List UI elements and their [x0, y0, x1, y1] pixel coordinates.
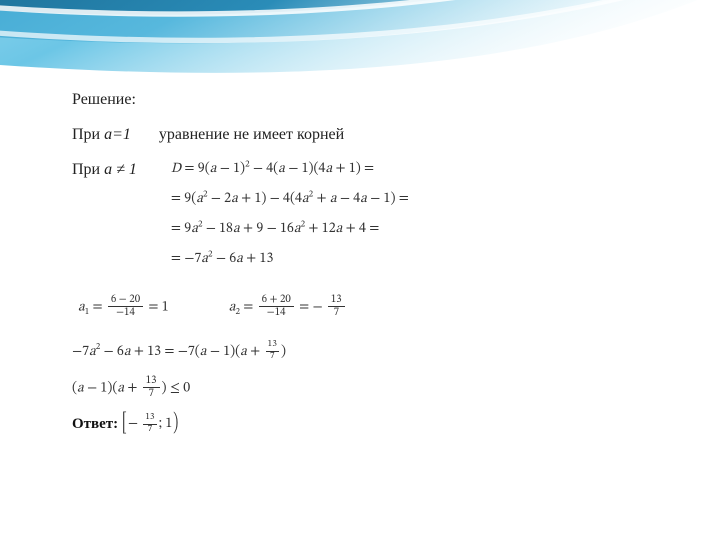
- inequality-line: (a − 1)(a + 13 7 ) ≤ 0: [72, 375, 680, 401]
- case-a-not-1: При а ≠ 1: [72, 160, 137, 181]
- roots-row: a1 = 6 − 20 −14 = 1 a2 = 6 + 20 −14 = − …: [78, 294, 680, 320]
- answer-interval: [− 13 7 ; 1): [122, 417, 178, 431]
- disc-line-3: = 9a2 − 18a + 9 − 16a2 + 12a + 4 =: [171, 220, 409, 238]
- root-a2: a2 = 6 + 20 −14 = − 13 7: [229, 294, 347, 320]
- answer-line: Ответ: [− 13 7 ; 1): [72, 413, 680, 436]
- content-area: Решение: При а=1 уравнение не имеет корн…: [72, 90, 680, 451]
- case-a-not-1-row: При а ≠ 1 D = 9(a − 1)2 − 4(a − 1)(4a + …: [72, 160, 680, 280]
- disc-line-2: = 9(a2 − 2a + 1) − 4(4a2 + a − 4a − 1) =: [171, 190, 409, 208]
- answer-label: Ответ:: [72, 415, 118, 431]
- slide: Решение: При а=1 уравнение не имеет корн…: [0, 0, 720, 540]
- disc-line-4: = −7a2 − 6a + 13: [171, 250, 409, 268]
- solution-heading: Решение:: [72, 90, 680, 111]
- case1-prefix: При а=1: [72, 125, 131, 146]
- case-a-equals-1: При а=1 уравнение не имеет корней: [72, 125, 680, 146]
- disc-line-1: D = 9(a − 1)2 − 4(a − 1)(4a + 1) =: [171, 160, 409, 178]
- factorization-line: −7a2 − 6a + 13 = −7(a − 1)(a + 13 7 ): [72, 340, 680, 363]
- root-a1: a1 = 6 − 20 −14 = 1: [78, 294, 169, 320]
- case1-text: уравнение не имеет корней: [159, 125, 344, 146]
